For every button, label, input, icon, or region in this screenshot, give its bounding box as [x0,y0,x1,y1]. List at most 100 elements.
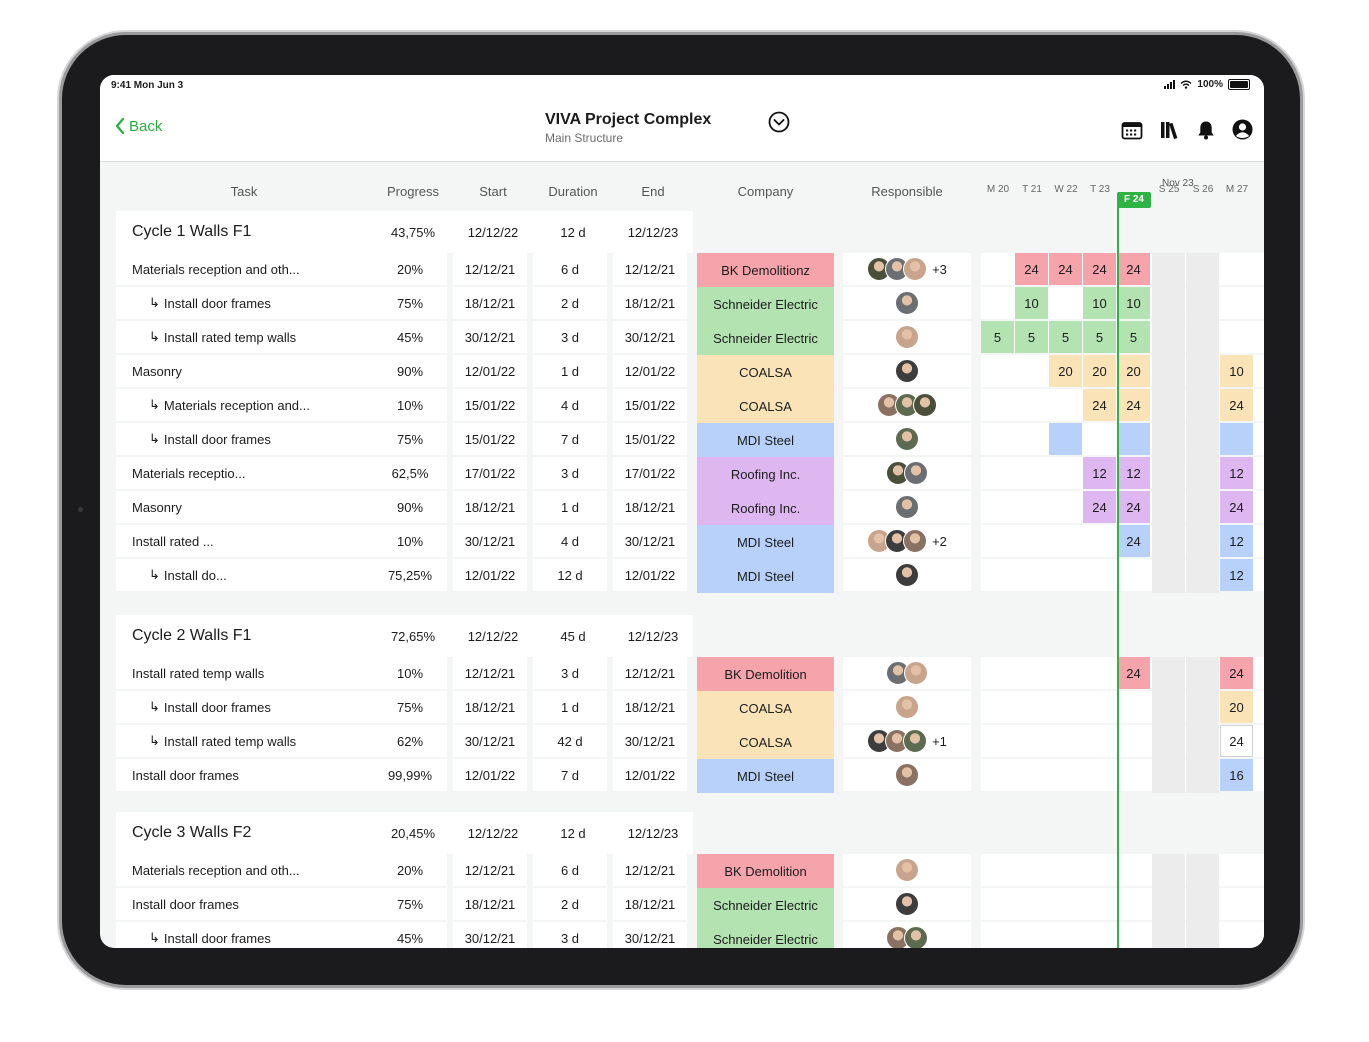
gantt-cell[interactable]: 24 [1083,253,1116,285]
gantt-cell[interactable]: 10 [1083,287,1116,319]
company-badge[interactable]: COALSA [697,725,834,759]
responsible-cell[interactable] [843,457,971,489]
column-header-duration[interactable]: Duration [548,184,598,199]
gantt-cell[interactable]: 12 [1083,457,1116,489]
company-badge[interactable]: COALSA [697,691,834,725]
gantt-cell[interactable]: 24 [1083,491,1116,523]
task-name[interactable]: Materials receptio... [116,457,388,489]
task-row[interactable]: ↳ Install door frames 75% 15/01/22 7 d 15/01… [116,423,1264,457]
responsible-cell[interactable] [843,491,971,523]
task-row[interactable]: ↳ Install door frames 45% 30/12/21 3 d 30/12… [116,922,1264,948]
responsible-cell[interactable] [843,389,971,421]
gantt-cell[interactable]: 12 [1220,525,1253,557]
cycle-name[interactable]: Cycle 2 Walls F1 [116,615,388,657]
task-row[interactable]: Materials reception and oth... 20% 12/12/2… [116,854,1264,888]
responsible-cell[interactable] [843,657,971,689]
library-icon[interactable] [1160,120,1180,140]
timeline-day[interactable]: T 21 [1022,184,1042,195]
responsible-cell[interactable]: +1 [843,725,971,757]
company-badge[interactable]: Schneider Electric [697,321,834,355]
gantt-cell[interactable]: 24 [1117,389,1150,421]
column-header-start[interactable]: Start [479,184,507,199]
company-badge[interactable]: COALSA [697,389,834,423]
task-name[interactable]: Install rated temp walls [116,657,388,689]
task-name[interactable]: Install door frames [116,759,388,791]
company-badge[interactable]: Schneider Electric [697,888,834,922]
gantt-cell[interactable]: 10 [1015,287,1048,319]
responsible-cell[interactable] [843,321,971,353]
responsible-cell[interactable] [843,888,971,920]
responsible-cell[interactable]: +2 [843,525,971,557]
gantt-cell[interactable]: 12 [1117,457,1150,489]
responsible-cell[interactable]: +3 [843,253,971,285]
task-row[interactable]: Materials receptio... 62,5% 17/01/22 3 d 17/… [116,457,1264,491]
gantt-cell[interactable]: 24 [1015,253,1048,285]
company-badge[interactable]: MDI Steel [697,559,834,593]
gantt-cell[interactable]: 20 [1117,355,1150,387]
gantt-cell[interactable]: 24 [1220,725,1253,757]
responsible-cell[interactable] [843,287,971,319]
task-name[interactable]: Install door frames [116,888,388,920]
timeline-day[interactable]: T 23 [1090,184,1110,195]
timeline-day[interactable]: M 20 [986,184,1010,195]
task-name[interactable]: ↳ Install rated temp walls [116,725,405,757]
task-row[interactable]: ↳ Install door frames 75% 18/12/21 1 d 18/12… [116,691,1264,725]
responsible-cell[interactable] [843,691,971,723]
project-dropdown-icon[interactable] [768,111,790,133]
timeline-day[interactable]: W 22 [1054,184,1078,195]
calendar-icon[interactable] [1121,120,1143,140]
column-header-company[interactable]: Company [737,184,794,199]
responsible-cell[interactable] [843,559,971,591]
task-row[interactable]: ↳ Install do... 75,25% 12/01/22 12 d 12/01/2… [116,559,1264,593]
company-badge[interactable]: MDI Steel [697,423,834,457]
gantt-cell[interactable]: 10 [1220,355,1253,387]
task-name[interactable]: Materials reception and oth... [116,253,388,285]
back-button[interactable]: Back [115,117,162,135]
timeline-day[interactable]: S 26 [1192,184,1214,195]
company-badge[interactable]: Roofing Inc. [697,491,834,525]
responsible-cell[interactable] [843,423,971,455]
task-row[interactable]: Masonry 90% 18/12/21 1 d 18/12/21 Roofing Inc… [116,491,1264,525]
timeline-day[interactable]: F 24 [1117,192,1151,208]
gantt-cell[interactable]: 5 [1117,321,1150,353]
gantt-cell[interactable]: 24 [1117,657,1150,689]
gantt-cell[interactable]: 24 [1220,657,1253,689]
gantt-cell[interactable]: 20 [1220,691,1253,723]
responsible-cell[interactable] [843,854,971,886]
responsible-cell[interactable] [843,922,971,948]
gantt-cell[interactable]: 24 [1117,525,1150,557]
gantt-cell[interactable]: 24 [1117,491,1150,523]
gantt-cell[interactable]: 10 [1117,287,1150,319]
task-row[interactable]: Materials reception and oth... 20% 12/12/2… [116,253,1264,287]
gantt-cell[interactable]: 24 [1083,389,1116,421]
task-name[interactable]: ↳ Install door frames [116,287,405,319]
profile-icon[interactable] [1232,119,1253,140]
task-row[interactable]: ↳ Install rated temp walls 62% 30/12/21 42 … [116,725,1264,759]
company-badge[interactable]: Roofing Inc. [697,457,834,491]
task-row[interactable]: Install door frames 75% 18/12/21 2 d 18/12/2… [116,888,1264,922]
company-badge[interactable]: Schneider Electric [697,922,834,948]
gantt-cell[interactable]: 5 [981,321,1014,353]
company-badge[interactable]: BK Demolition [697,657,834,691]
task-row[interactable]: Masonry 90% 12/01/22 1 d 12/01/22 COALSA 20 20 2… [116,355,1264,389]
cycle-name[interactable]: Cycle 1 Walls F1 [116,211,388,253]
gantt-cell[interactable]: 16 [1220,759,1253,791]
task-name[interactable]: ↳ Install rated temp walls [116,321,405,353]
gantt-cell[interactable] [1049,423,1082,455]
task-row[interactable]: Install rated ... 10% 30/12/21 4 d 30/12/21 M… [116,525,1264,559]
task-row[interactable]: Install door frames 99,99% 12/01/22 7 d 12/0… [116,759,1264,793]
company-badge[interactable]: Schneider Electric [697,287,834,321]
gantt-cell[interactable]: 5 [1015,321,1048,353]
gantt-cell[interactable]: 5 [1083,321,1116,353]
cycle-header-row[interactable]: Cycle 1 Walls F1 43,75% 12/12/22 12 d 12/12/… [116,211,1264,253]
task-name[interactable]: ↳ Materials reception and... [116,389,405,421]
company-badge[interactable]: MDI Steel [697,759,834,793]
task-row[interactable]: ↳ Install rated temp walls 45% 30/12/21 3 d… [116,321,1264,355]
timeline-day[interactable]: M 27 [1225,184,1249,195]
column-header-progress[interactable]: Progress [386,184,440,199]
gantt-cell[interactable]: 12 [1220,457,1253,489]
gantt-cell[interactable]: 12 [1220,559,1253,591]
gantt-cell[interactable]: 24 [1049,253,1082,285]
gantt-cell[interactable]: 24 [1220,491,1253,523]
task-name[interactable]: ↳ Install do... [116,559,405,591]
